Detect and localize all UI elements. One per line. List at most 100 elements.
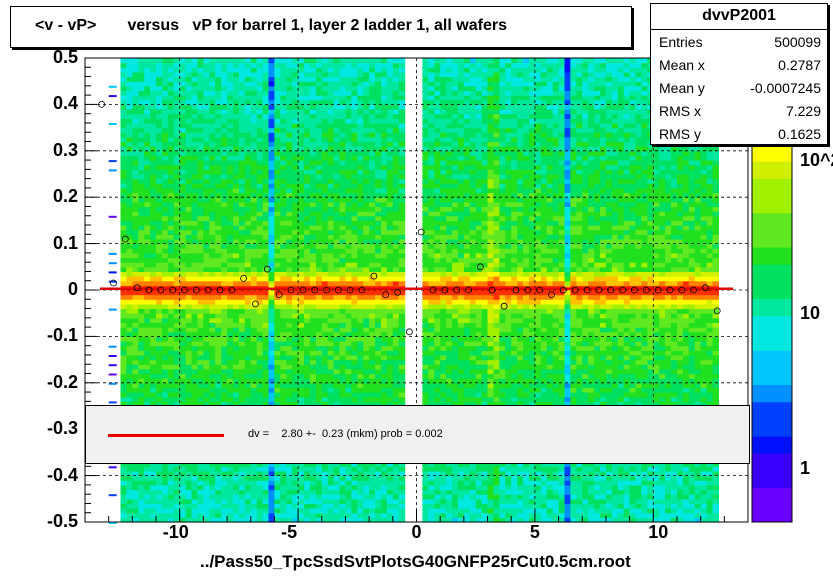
heat-cell xyxy=(239,276,246,281)
heat-cell xyxy=(322,160,329,165)
heat-cell xyxy=(126,271,132,276)
heat-cell xyxy=(399,387,406,392)
heat-cell xyxy=(126,160,132,165)
heat-cell xyxy=(316,211,323,216)
heat-cell xyxy=(375,128,382,133)
heat-cell xyxy=(428,160,435,165)
heat-cell xyxy=(334,160,341,165)
heat-cell xyxy=(310,202,317,207)
heat-cell xyxy=(156,244,163,249)
heat-cell xyxy=(328,67,335,72)
heat-cell xyxy=(393,476,400,481)
heat-cell xyxy=(274,142,281,147)
heat-cell xyxy=(328,281,335,286)
heat-cell xyxy=(209,299,216,304)
heat-cell xyxy=(269,309,276,314)
heat-cell xyxy=(375,81,382,86)
heat-cell xyxy=(126,230,132,235)
heat-cell xyxy=(198,95,205,100)
heat-cell xyxy=(162,369,169,374)
heat-cell xyxy=(186,151,193,156)
heat-cell xyxy=(274,67,281,72)
heat-cell xyxy=(422,86,429,91)
heat-cell xyxy=(298,67,305,72)
heat-cell xyxy=(322,346,329,351)
heat-cell xyxy=(340,160,347,165)
heat-cell xyxy=(310,155,317,160)
heat-cell xyxy=(298,160,305,165)
heat-cell xyxy=(286,485,293,490)
heat-cell xyxy=(351,360,358,365)
heat-cell xyxy=(269,67,276,72)
heat-cell xyxy=(322,490,329,495)
heat-cell xyxy=(369,299,376,304)
heat-cell xyxy=(369,118,376,123)
heat-cell xyxy=(298,230,305,235)
heat-cell xyxy=(245,67,252,72)
heat-cell xyxy=(239,369,246,374)
heat-cell xyxy=(274,327,281,332)
heat-cell xyxy=(422,318,429,323)
heat-cell xyxy=(121,174,128,179)
heat-cell xyxy=(381,67,388,72)
heat-cell xyxy=(192,299,199,304)
heat-cell xyxy=(150,160,157,165)
heat-cell xyxy=(121,485,128,490)
heat-cell xyxy=(156,350,163,355)
heat-cell xyxy=(198,466,205,471)
heat-cell xyxy=(393,234,400,239)
heat-cell xyxy=(186,104,193,109)
heat-cell xyxy=(156,104,163,109)
heat-cell xyxy=(274,211,281,216)
heat-cell xyxy=(198,253,205,258)
heat-cell xyxy=(132,369,139,374)
heat-cell xyxy=(274,63,281,68)
heat-cell xyxy=(357,480,364,485)
heat-cell xyxy=(186,480,193,485)
heat-cell xyxy=(351,155,358,160)
heat-cell xyxy=(381,169,388,174)
heat-cell xyxy=(168,513,175,518)
heat-cell xyxy=(198,369,205,374)
heat-cell xyxy=(121,123,128,128)
heat-cell xyxy=(328,188,335,193)
heat-cell xyxy=(239,244,246,249)
heat-cell xyxy=(334,169,341,174)
heat-cell xyxy=(340,276,347,281)
heat-cell xyxy=(203,225,210,230)
heat-cell xyxy=(156,123,163,128)
heat-cell xyxy=(381,244,388,249)
heat-cell xyxy=(428,248,435,253)
heat-cell xyxy=(233,230,240,235)
heat-cell xyxy=(209,118,216,123)
heat-cell xyxy=(375,494,382,499)
heat-cell xyxy=(239,86,246,91)
heat-cell xyxy=(198,183,205,188)
heat-cell xyxy=(399,364,406,369)
heat-cell xyxy=(269,327,276,332)
heat-cell xyxy=(192,360,199,365)
heat-cell xyxy=(126,480,132,485)
heat-cell xyxy=(263,132,270,137)
heat-cell xyxy=(162,360,169,365)
heat-cell xyxy=(257,258,264,263)
heat-cell xyxy=(239,72,246,77)
heat-cell xyxy=(198,174,205,179)
heat-cell xyxy=(340,295,347,300)
heat-cell xyxy=(340,63,347,68)
heat-cell xyxy=(387,392,394,397)
heat-cell xyxy=(150,142,157,147)
heat-cell xyxy=(198,220,205,225)
heat-cell xyxy=(121,304,128,309)
heat-cell xyxy=(357,476,364,481)
heat-cell xyxy=(399,253,406,258)
heat-cell xyxy=(168,355,175,360)
heat-cell xyxy=(221,169,228,174)
heat-cell xyxy=(357,72,364,77)
heat-cell xyxy=(328,248,335,253)
heat-cell xyxy=(286,327,293,332)
heat-cell xyxy=(422,63,429,68)
heat-cell xyxy=(304,397,311,402)
heat-cell xyxy=(162,350,169,355)
heat-cell xyxy=(387,123,394,128)
